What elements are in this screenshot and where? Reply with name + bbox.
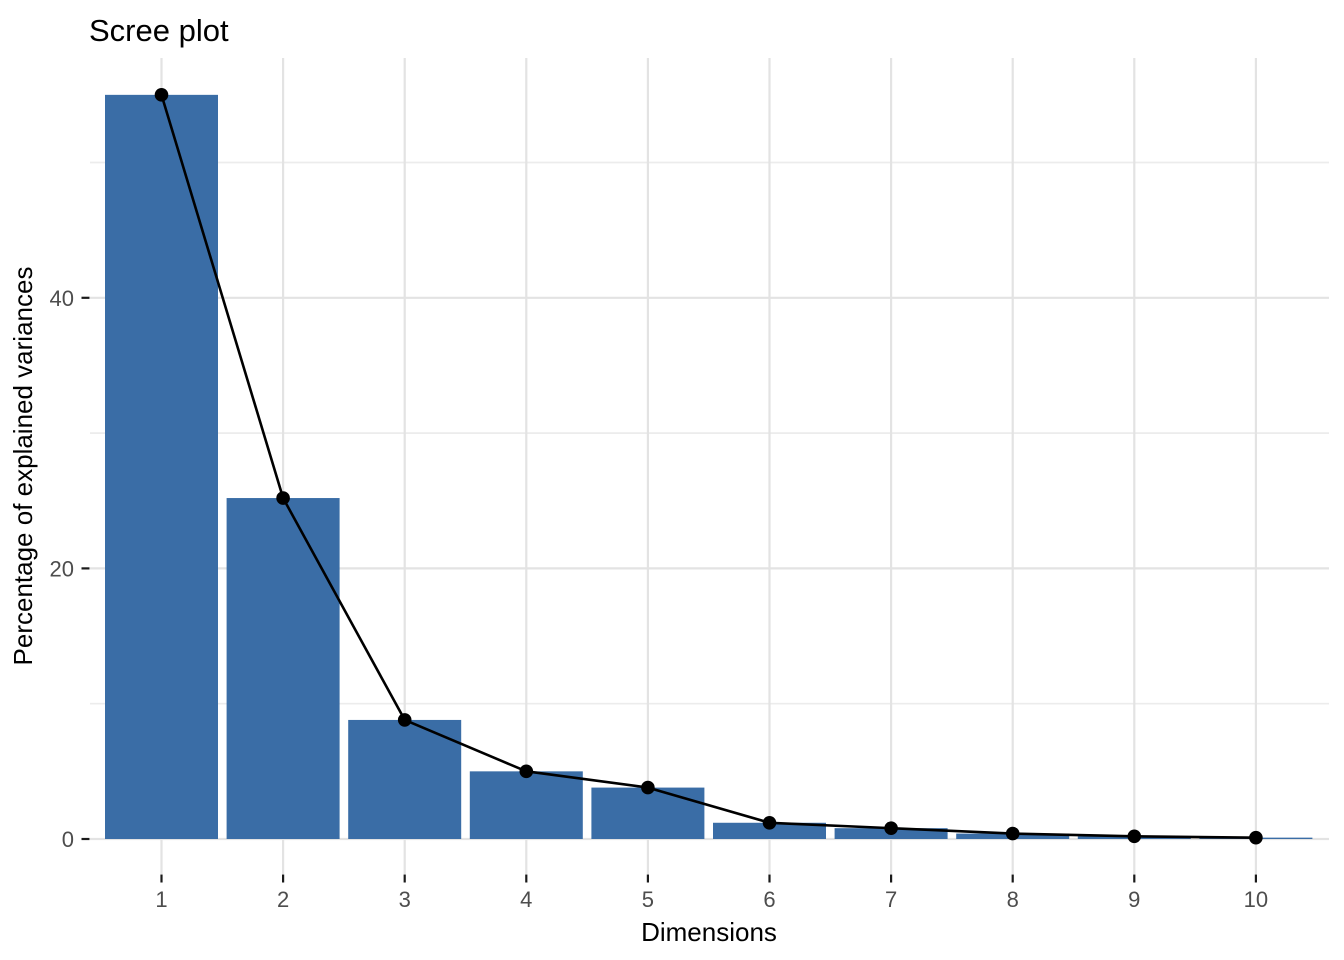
y-tick-label-0: 0 — [62, 827, 74, 852]
bar-dim-3 — [348, 719, 462, 839]
x-tick-label-8: 8 — [1007, 887, 1019, 912]
plot-title: Scree plot — [89, 13, 229, 48]
variance-line — [160, 94, 1256, 839]
x-tick-label-6: 6 — [763, 887, 775, 912]
bar-dim-6 — [713, 822, 826, 839]
x-tick-label-9: 9 — [1128, 887, 1140, 912]
x-tick-label-4: 4 — [520, 887, 532, 912]
bar-dim-4 — [469, 771, 583, 839]
data-point-dim-9 — [1127, 829, 1142, 844]
data-point-dim-8 — [1005, 826, 1020, 841]
x-tick-label-2: 2 — [277, 887, 289, 912]
data-point-dim-3 — [397, 713, 412, 727]
data-point-dim-4 — [519, 764, 534, 779]
data-point-dim-7 — [884, 821, 898, 835]
data-point-dim-10 — [1249, 830, 1263, 845]
y-axis-title: Percentage of explained variances — [8, 267, 38, 666]
x-tick-label-3: 3 — [399, 887, 411, 912]
x-tick-label-10: 10 — [1244, 887, 1268, 912]
data-point-dim-5 — [641, 780, 655, 795]
data-point-dim-1 — [154, 88, 169, 102]
x-tick-label-1: 1 — [155, 887, 167, 912]
x-tick-label-5: 5 — [642, 887, 654, 912]
bar-dim-1 — [105, 94, 218, 840]
data-point-dim-6 — [762, 815, 777, 830]
bar-dim-5 — [591, 787, 705, 839]
x-tick-label-7: 7 — [885, 887, 897, 912]
data-point-dim-2 — [276, 491, 290, 505]
x-axis-title: Dimensions — [641, 917, 777, 947]
y-tick-label-20: 20 — [50, 556, 74, 581]
y-tick-label-40: 40 — [50, 286, 74, 311]
bar-dim-2 — [226, 498, 340, 839]
chart-layers: 1 2 3 4 5 6 7 8 9 10 0 20 40 — [50, 58, 1329, 912]
